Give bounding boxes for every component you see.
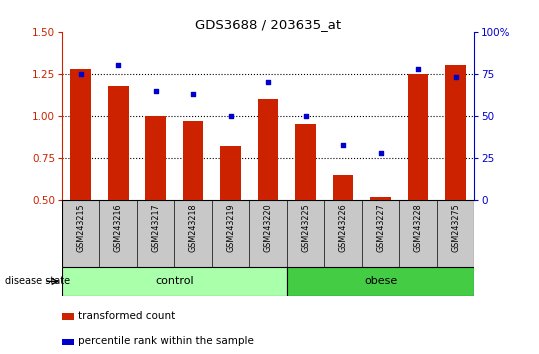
- Text: GSM243218: GSM243218: [189, 203, 198, 252]
- Bar: [71, 69, 91, 200]
- Point: [451, 74, 460, 80]
- Text: disease state: disease state: [5, 276, 71, 286]
- Bar: [220, 146, 241, 200]
- Bar: [258, 99, 279, 200]
- Bar: [62, 267, 287, 296]
- Point: [376, 150, 385, 156]
- Text: GSM243216: GSM243216: [114, 203, 123, 252]
- Bar: [183, 121, 204, 200]
- Point: [226, 113, 235, 119]
- Title: GDS3688 / 203635_at: GDS3688 / 203635_at: [195, 18, 341, 31]
- Bar: [445, 65, 466, 200]
- Point: [151, 88, 160, 93]
- Text: GSM243275: GSM243275: [451, 203, 460, 252]
- Bar: [62, 313, 73, 320]
- Text: percentile rank within the sample: percentile rank within the sample: [78, 336, 254, 346]
- Bar: [408, 74, 429, 200]
- Bar: [295, 124, 316, 200]
- Point: [189, 91, 197, 97]
- Text: GSM243220: GSM243220: [264, 203, 273, 252]
- Bar: [146, 116, 166, 200]
- Text: GSM243225: GSM243225: [301, 203, 310, 252]
- Point: [114, 63, 122, 68]
- Text: transformed count: transformed count: [78, 311, 175, 321]
- Bar: [62, 339, 73, 345]
- Bar: [333, 175, 354, 200]
- Bar: [108, 86, 128, 200]
- Point: [339, 142, 348, 147]
- Text: GSM243215: GSM243215: [76, 203, 85, 252]
- Text: GSM243226: GSM243226: [338, 203, 348, 252]
- Text: GSM243217: GSM243217: [151, 203, 160, 252]
- Point: [414, 66, 423, 72]
- Point: [264, 80, 273, 85]
- Point: [301, 113, 310, 119]
- Text: GSM243228: GSM243228: [413, 203, 423, 252]
- Bar: [287, 267, 474, 296]
- Text: GSM243219: GSM243219: [226, 203, 235, 252]
- Text: obese: obese: [364, 276, 397, 286]
- Text: control: control: [155, 276, 194, 286]
- Bar: [370, 197, 391, 200]
- Text: GSM243227: GSM243227: [376, 203, 385, 252]
- Point: [77, 71, 85, 77]
